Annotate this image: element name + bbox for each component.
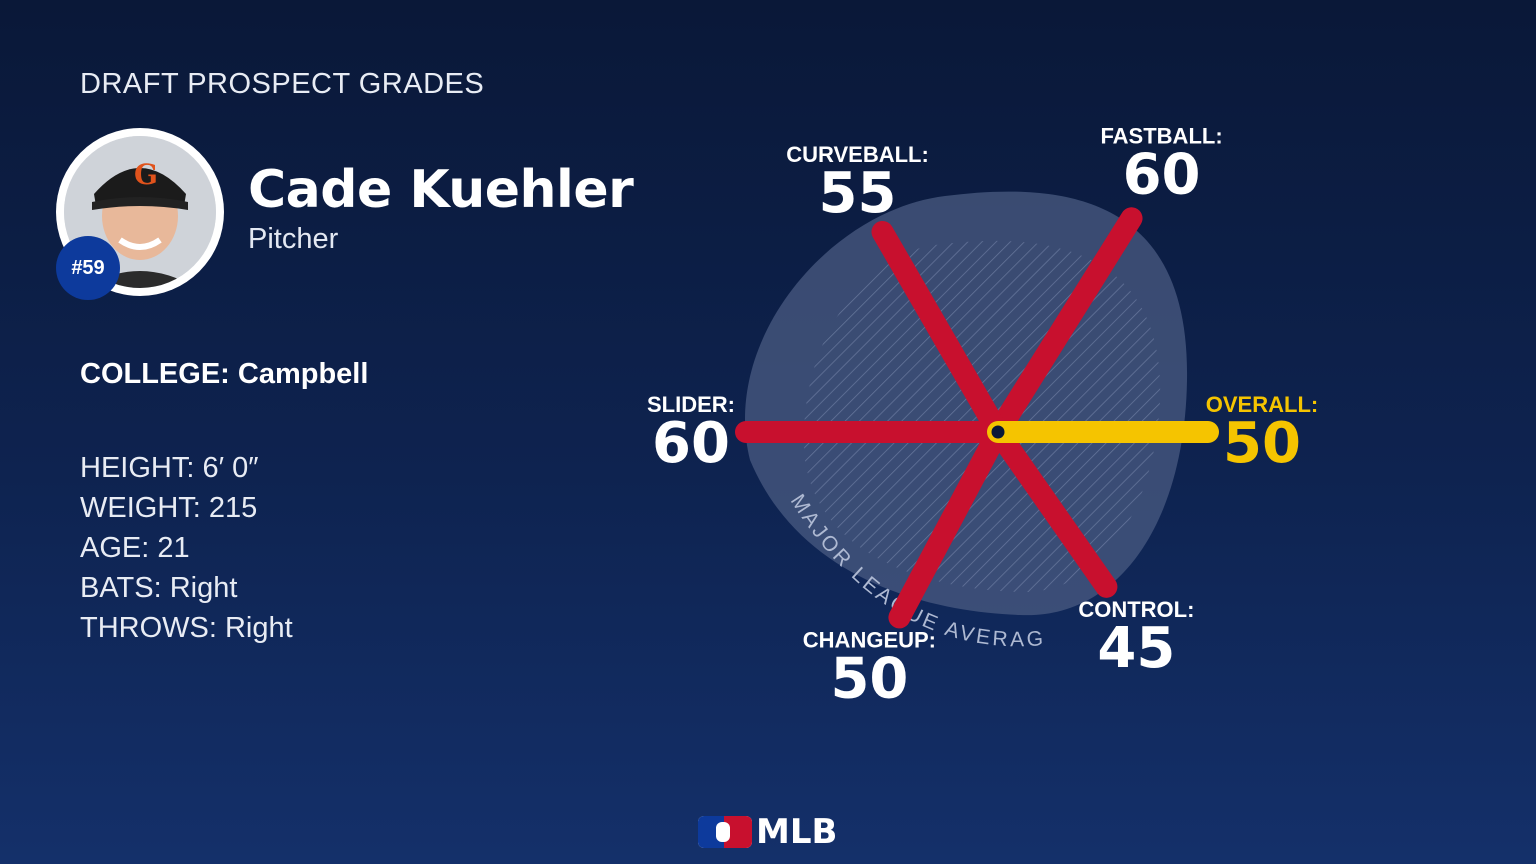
player-position: Pitcher (248, 223, 339, 255)
mlb-logo-text: MLB (756, 812, 838, 852)
axis-label-curveball: CURVEBALL: (786, 142, 929, 167)
spoke-fastball (987, 207, 1143, 443)
axis-label-overall: OVERALL: (1206, 392, 1318, 417)
axis-value-curveball: 55 (819, 161, 897, 226)
jersey-number-badge: #59 (56, 236, 120, 300)
player-name: Cade Kuehler (248, 160, 634, 220)
axis-value-control: 45 (1097, 616, 1175, 681)
axis-label-fastball: FASTBALL: (1100, 123, 1222, 148)
stat-throws: THROWS: Right (80, 612, 293, 644)
mlb-logo-icon (698, 816, 752, 848)
chart-center-dot (988, 422, 1008, 442)
grades-radial-chart: MAJOR LEAGUE AVERAGE FASTBALL:60CURVEBAL… (600, 100, 1318, 711)
header-title: DRAFT PROSPECT GRADES (80, 68, 485, 100)
spoke-curveball (871, 220, 1009, 443)
stat-weight: WEIGHT: 215 (80, 492, 258, 524)
axis-value-fastball: 60 (1123, 142, 1201, 207)
axis-value-changeup: 50 (830, 646, 908, 711)
stat-age: AGE: 21 (80, 532, 190, 564)
spoke-changeup (888, 421, 1009, 629)
player-portrait-icon: G (64, 136, 216, 288)
stat-height: HEIGHT: 6′ 0″ (80, 452, 259, 484)
avatar: G (56, 128, 224, 296)
axis-label-control: CONTROL: (1078, 597, 1194, 622)
mlb-logo: MLB (698, 812, 837, 852)
spoke-control (987, 421, 1118, 598)
axis-value-slider: 60 (652, 411, 730, 476)
svg-text:G: G (134, 158, 158, 191)
axis-label-changeup: CHANGEUP: (803, 627, 936, 652)
player-stats: HEIGHT: 6′ 0″ WEIGHT: 215 AGE: 21 BATS: … (80, 450, 293, 650)
player-photo: G (64, 136, 216, 288)
stat-bats: BATS: Right (80, 572, 238, 604)
axis-value-overall: 50 (1223, 411, 1301, 476)
college-info: COLLEGE: Campbell (80, 358, 369, 390)
axis-label-slider: SLIDER: (647, 392, 735, 417)
